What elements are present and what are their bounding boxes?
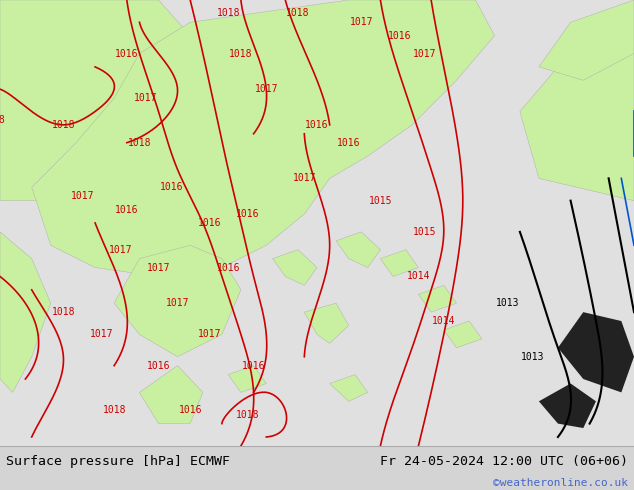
Text: 1017: 1017 — [165, 298, 190, 308]
Text: 1016: 1016 — [216, 263, 240, 272]
Polygon shape — [444, 321, 482, 348]
Text: 1015: 1015 — [413, 227, 437, 237]
Polygon shape — [336, 232, 380, 268]
Text: ©weatheronline.co.uk: ©weatheronline.co.uk — [493, 478, 628, 489]
Text: 1016: 1016 — [337, 138, 361, 147]
Text: 1017: 1017 — [197, 329, 221, 340]
Polygon shape — [539, 0, 634, 80]
Text: 1016: 1016 — [242, 361, 266, 370]
Text: 1016: 1016 — [305, 120, 329, 130]
Text: 1016: 1016 — [235, 209, 259, 219]
Polygon shape — [228, 366, 266, 392]
Text: 1014: 1014 — [406, 271, 430, 281]
Text: 1016: 1016 — [387, 31, 411, 41]
Polygon shape — [114, 245, 241, 357]
Text: 1018: 1018 — [235, 410, 259, 420]
Text: 1013: 1013 — [495, 298, 519, 308]
Text: 1018: 1018 — [51, 307, 75, 317]
Text: 1018: 1018 — [127, 138, 152, 147]
Text: 1015: 1015 — [368, 196, 392, 206]
Text: 1017: 1017 — [89, 329, 113, 340]
Text: Fr 24-05-2024 12:00 UTC (06+06): Fr 24-05-2024 12:00 UTC (06+06) — [380, 455, 628, 468]
Text: 1018: 1018 — [216, 8, 240, 19]
Text: 1016: 1016 — [115, 204, 139, 215]
Polygon shape — [273, 250, 317, 285]
Text: 1016: 1016 — [115, 49, 139, 58]
Polygon shape — [304, 303, 349, 343]
Text: 1017: 1017 — [349, 17, 373, 27]
Text: 1016: 1016 — [146, 361, 171, 370]
Text: 1017: 1017 — [292, 173, 316, 183]
Polygon shape — [0, 232, 51, 392]
Polygon shape — [539, 384, 596, 428]
Text: 1016: 1016 — [197, 218, 221, 228]
Text: 1013: 1013 — [521, 352, 545, 362]
Polygon shape — [418, 285, 456, 312]
Text: 1017: 1017 — [108, 245, 133, 255]
Text: 1018: 1018 — [51, 120, 75, 130]
Polygon shape — [558, 312, 634, 392]
Text: 18: 18 — [0, 115, 6, 125]
Text: 1016: 1016 — [178, 405, 202, 415]
Text: 1018: 1018 — [102, 405, 126, 415]
Text: 1017: 1017 — [134, 93, 158, 103]
Text: 1014: 1014 — [432, 316, 456, 326]
Polygon shape — [380, 250, 418, 276]
Text: 1016: 1016 — [159, 182, 183, 192]
Polygon shape — [32, 0, 495, 276]
Polygon shape — [520, 45, 634, 201]
Text: 1017: 1017 — [254, 84, 278, 94]
Text: 1017: 1017 — [413, 49, 437, 58]
Text: 1017: 1017 — [146, 263, 171, 272]
Polygon shape — [0, 0, 190, 201]
Text: 1018: 1018 — [229, 49, 253, 58]
Polygon shape — [139, 366, 203, 423]
Text: 1018: 1018 — [286, 8, 310, 19]
Text: Surface pressure [hPa] ECMWF: Surface pressure [hPa] ECMWF — [6, 455, 230, 468]
Text: 1017: 1017 — [70, 191, 94, 201]
Polygon shape — [0, 0, 634, 446]
Polygon shape — [330, 374, 368, 401]
